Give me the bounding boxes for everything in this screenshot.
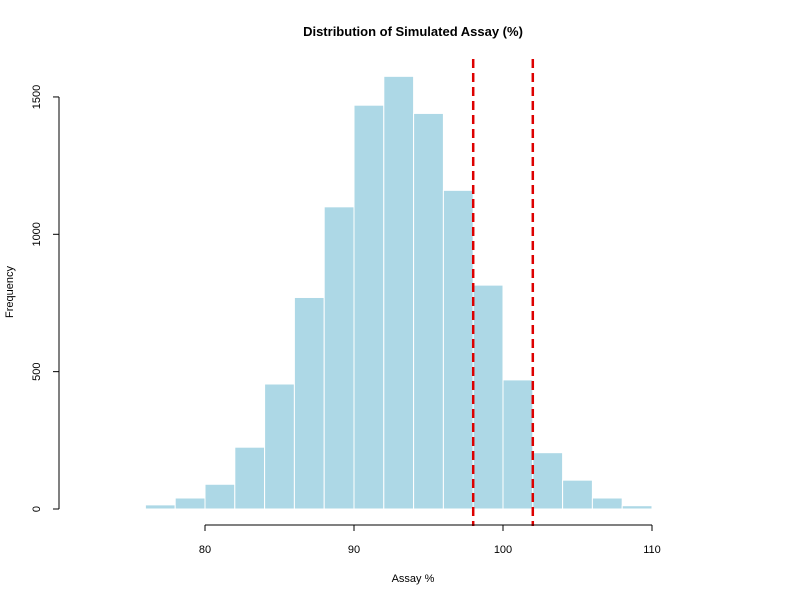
x-tick-label: 80 xyxy=(199,544,211,556)
histogram-bar xyxy=(562,479,593,510)
chart-title: Distribution of Simulated Assay (%) xyxy=(303,24,523,39)
histogram-bar xyxy=(413,112,444,510)
y-tick-label: 0 xyxy=(31,506,43,512)
bars-group xyxy=(144,75,653,510)
histogram-bar xyxy=(532,452,564,510)
y-axis: 0 500 1000 1500 xyxy=(31,85,60,512)
histogram-bar xyxy=(621,505,653,510)
histogram-bar xyxy=(383,75,415,510)
histogram-bar xyxy=(174,497,206,510)
histogram-bar xyxy=(442,189,474,510)
histogram-bar xyxy=(144,504,176,510)
histogram-bar xyxy=(293,296,325,510)
histogram-bar xyxy=(502,379,534,510)
histogram-bar xyxy=(323,206,355,510)
x-axis-label: Assay % xyxy=(392,573,435,585)
reference-lines-group xyxy=(471,59,535,526)
y-tick-label: 1000 xyxy=(31,222,43,246)
histogram-bar xyxy=(472,284,504,510)
x-tick-label: 90 xyxy=(348,544,360,556)
x-axis: 80 90 100 110 xyxy=(199,524,661,556)
histogram-bar xyxy=(353,104,385,510)
x-tick-label: 110 xyxy=(643,544,661,556)
y-tick-label: 500 xyxy=(31,362,43,380)
y-axis-label: Frequency xyxy=(4,266,16,318)
histogram-bar xyxy=(591,497,623,510)
y-tick-label: 1500 xyxy=(31,85,43,109)
histogram-bar xyxy=(264,383,295,510)
x-tick-label: 100 xyxy=(494,544,512,556)
histogram-bar xyxy=(204,483,236,510)
histogram-bar xyxy=(234,446,266,510)
